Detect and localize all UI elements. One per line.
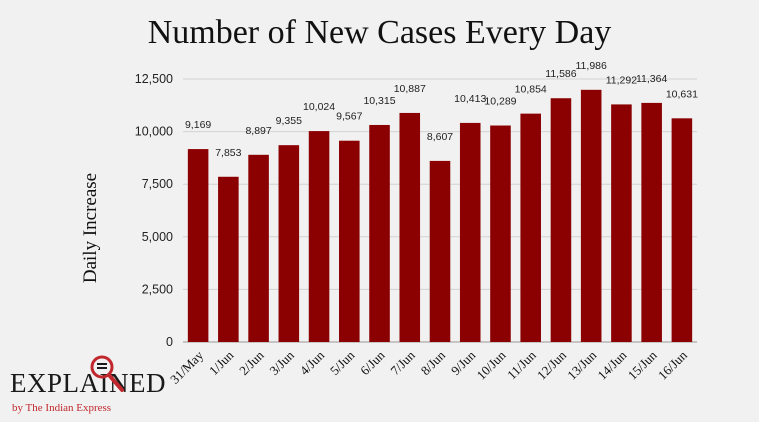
bar [187,149,209,342]
x-tick-label: 3/Jun [266,347,297,378]
data-label: 9,169 [185,119,211,131]
y-tick-label: 12,500 [135,72,173,86]
x-tick-label: 2/Jun [236,347,267,378]
explained-logo: EXPLAINED by The Indian Express [10,354,180,418]
bar [490,125,511,342]
x-tick-label: 8/Jun [418,347,449,378]
data-label: 10,315 [363,95,395,107]
bars [187,89,693,343]
bar [671,118,693,342]
y-tick-label: 2,500 [142,282,173,296]
bar [550,98,572,342]
x-tick-label: 16/Jun [655,347,690,382]
data-label: 11,986 [576,60,607,72]
data-labels: 9,1697,8538,8979,35510,0249,56710,31510,… [185,60,698,159]
data-label: 10,289 [484,96,516,108]
y-tick-label: 7,500 [142,177,173,191]
x-tick-label: 7/Jun [387,347,418,378]
bar [369,124,390,342]
x-tick-label: 6/Jun [357,347,388,378]
data-label: 8,897 [245,125,271,137]
data-label: 11,364 [636,73,667,85]
data-label: 10,413 [454,93,486,105]
y-axis-ticks: 0 2,500 5,000 7,500 10,000 12,500 [135,72,173,349]
bar [429,160,451,342]
x-tick-label: 14/Jun [594,347,629,382]
x-tick-label: 12/Jun [534,347,569,382]
bar [611,104,632,342]
bar [278,145,300,342]
data-label: 8,607 [427,131,453,143]
bar [248,154,269,342]
x-tick-label: 1/Jun [206,347,237,378]
bar [580,89,602,342]
x-tick-label: 5/Jun [327,347,358,378]
data-label: 11,586 [545,68,576,80]
bar [308,131,330,342]
x-tick-label: 4/Jun [297,347,328,378]
data-label: 9,567 [336,111,362,123]
bar [339,140,360,342]
logo-byline: by The Indian Express [12,402,112,414]
data-label: 9,355 [276,115,302,127]
x-axis-ticks: 31/May 1/Jun 2/Jun 3/Jun 4/Jun 5/Jun 6/Jun 7/Ju… [167,347,690,387]
bar [520,113,541,343]
y-tick-label: 5,000 [142,230,173,244]
data-label: 10,887 [394,83,426,95]
y-tick-label: 10,000 [135,125,173,139]
data-label: 11,292 [606,74,637,86]
bar [218,176,239,342]
data-label: 10,631 [666,88,698,100]
bar [399,112,421,342]
bar [641,102,662,342]
chart-title: Number of New Cases Every Day [147,14,612,51]
bar [459,122,481,342]
data-label: 7,853 [215,147,241,159]
x-tick-label: 10/Jun [473,347,508,382]
x-tick-label: 11/Jun [504,347,539,382]
y-tick-label: 0 [166,335,173,349]
data-label: 10,854 [515,84,547,96]
x-tick-label: 13/Jun [564,347,599,382]
data-label: 10,024 [303,101,335,113]
magnifier-icon [90,355,124,392]
x-tick-label: 15/Jun [625,347,660,382]
logo-wordmark: EXPLAINED [10,368,166,398]
